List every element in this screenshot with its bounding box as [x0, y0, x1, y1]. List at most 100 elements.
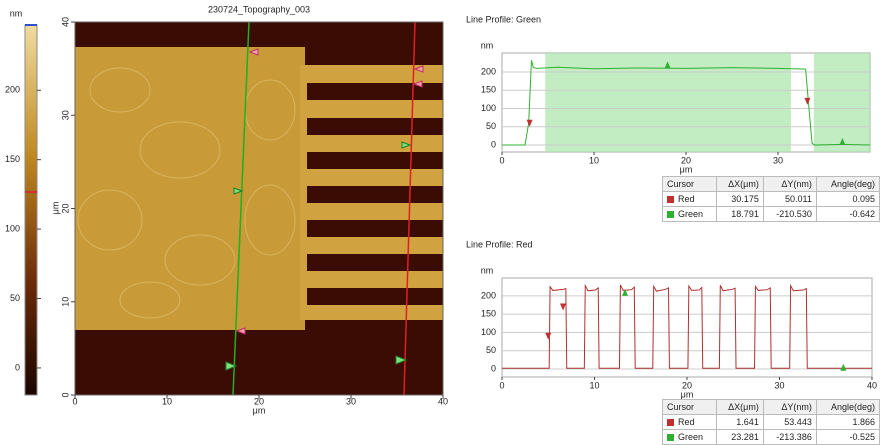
chart-title: Line Profile: Green: [466, 14, 541, 24]
table-cell: -213.386: [763, 430, 816, 445]
table-cell: 30.175: [716, 192, 763, 207]
y-tick-label: 0: [491, 139, 496, 149]
cell-text: Cursor: [667, 402, 694, 412]
cell-text: ΔY(nm): [781, 402, 812, 412]
table-cell: 23.281: [716, 430, 763, 445]
cell-text: Angle(deg): [831, 179, 875, 189]
x-axis-label: μm: [681, 389, 694, 399]
table-cell: 1.641: [716, 415, 763, 430]
x-tick-label: 0: [72, 396, 77, 406]
x-tick-label: 30: [346, 396, 356, 406]
table-cell: -0.642: [816, 207, 879, 222]
table-cell: Angle(deg): [816, 400, 879, 415]
y-tick-label: 150: [481, 309, 496, 319]
x-tick-label: 20: [254, 396, 264, 406]
table-cell: Red: [663, 192, 717, 207]
cursor-table: Cursor ΔX(μm) ΔY(nm) Angle(deg) Red 1.641 53.4…: [662, 399, 880, 445]
colorbar-tick-label: 200: [5, 85, 20, 95]
y-tick-label: 100: [481, 327, 496, 337]
y-tick-label: 0: [491, 363, 496, 373]
image-x-label: μm: [253, 405, 266, 415]
y-tick-label: 150: [481, 85, 496, 95]
x-tick-label: 10: [162, 396, 172, 406]
table-cell: ΔX(μm): [716, 400, 763, 415]
colorbar-tick-label: 100: [5, 223, 20, 233]
image-title: 230724_Topography_003: [208, 4, 310, 14]
y-axis-label: nm: [481, 265, 494, 275]
cell-text: 1.866: [852, 417, 875, 427]
cell-text: Angle(deg): [831, 402, 875, 412]
table-cell: 50.011: [763, 192, 816, 207]
table-row: Cursor ΔX(μm) ΔY(nm) Angle(deg): [663, 177, 880, 192]
x-tick-label: 30: [774, 380, 784, 390]
cell-text: -213.386: [776, 432, 812, 442]
cell-text: -0.642: [849, 209, 875, 219]
x-tick-label: 40: [438, 396, 448, 406]
cursor-table: Cursor ΔX(μm) ΔY(nm) Angle(deg) Red 30.175 50.…: [662, 176, 880, 222]
cell-text: 1.641: [736, 417, 759, 427]
colorbar-tick-label: 50: [10, 293, 20, 303]
cell-text: 23.281: [731, 432, 759, 442]
colorbar-unit: nm: [10, 8, 23, 18]
x-axis-label: μm: [680, 164, 693, 174]
y-tick-label: 50: [486, 345, 496, 355]
table-cell: 18.791: [716, 207, 763, 222]
cell-text: Red: [678, 194, 695, 204]
cursor-region: [814, 53, 870, 152]
colorbar: [25, 25, 37, 395]
chart-title: Line Profile: Red: [466, 239, 533, 249]
x-tick-label: 30: [773, 155, 783, 165]
y-tick-label: 0: [60, 392, 70, 397]
table-cell: Green: [663, 430, 717, 445]
table-cell: Green: [663, 207, 717, 222]
table-cell: -210.530: [763, 207, 816, 222]
cell-text: Red: [678, 417, 695, 427]
cell-text: ΔX(μm): [728, 402, 759, 412]
y-tick-label: 40: [60, 17, 70, 27]
cell-text: Green: [678, 209, 703, 219]
table-cell: 1.866: [816, 415, 879, 430]
cell-text: 18.791: [731, 209, 759, 219]
color-swatch: [667, 434, 674, 441]
color-swatch: [667, 211, 674, 218]
table-cell: ΔY(nm): [763, 177, 816, 192]
cell-text: 50.011: [785, 194, 812, 204]
table-row: Green 18.791 -210.530 -0.642: [663, 207, 880, 222]
image-y-label: μm: [50, 202, 60, 215]
cell-text: 0.095: [852, 194, 875, 204]
colorbar-tick-label: 0: [15, 362, 20, 372]
table-cell: Red: [663, 415, 717, 430]
cell-text: 53.443: [784, 417, 812, 427]
x-tick-label: 10: [589, 155, 599, 165]
y-tick-label: 100: [481, 103, 496, 113]
y-tick-label: 20: [60, 203, 70, 213]
table-row: Cursor ΔX(μm) ΔY(nm) Angle(deg): [663, 400, 880, 415]
table-cell: -0.525: [816, 430, 879, 445]
table-cell: 53.443: [763, 415, 816, 430]
cell-text: Cursor: [667, 179, 694, 189]
x-tick-label: 0: [499, 155, 504, 165]
cell-text: 30.175: [731, 194, 759, 204]
y-tick-label: 10: [60, 297, 70, 307]
table-cell: Cursor: [663, 177, 717, 192]
y-tick-label: 50: [486, 121, 496, 131]
x-tick-label: 0: [499, 380, 504, 390]
cell-text: ΔX(μm): [728, 179, 759, 189]
topography-image: [75, 22, 443, 395]
y-tick-label: 30: [60, 110, 70, 120]
x-tick-label: 10: [589, 380, 599, 390]
table-row: Red 1.641 53.443 1.866: [663, 415, 880, 430]
table-cell: Angle(deg): [816, 177, 879, 192]
cell-text: Green: [678, 432, 703, 442]
plot-area: [502, 278, 872, 377]
y-tick-label: 200: [481, 290, 496, 300]
colorbar-tick-label: 150: [5, 154, 20, 164]
color-swatch: [667, 419, 674, 426]
cell-text: -210.530: [776, 209, 812, 219]
cell-text: -0.525: [849, 432, 875, 442]
table-cell: Cursor: [663, 400, 717, 415]
table-cell: ΔY(nm): [763, 400, 816, 415]
cell-text: ΔY(nm): [781, 179, 812, 189]
x-tick-label: 40: [867, 380, 877, 390]
table-cell: ΔX(μm): [716, 177, 763, 192]
